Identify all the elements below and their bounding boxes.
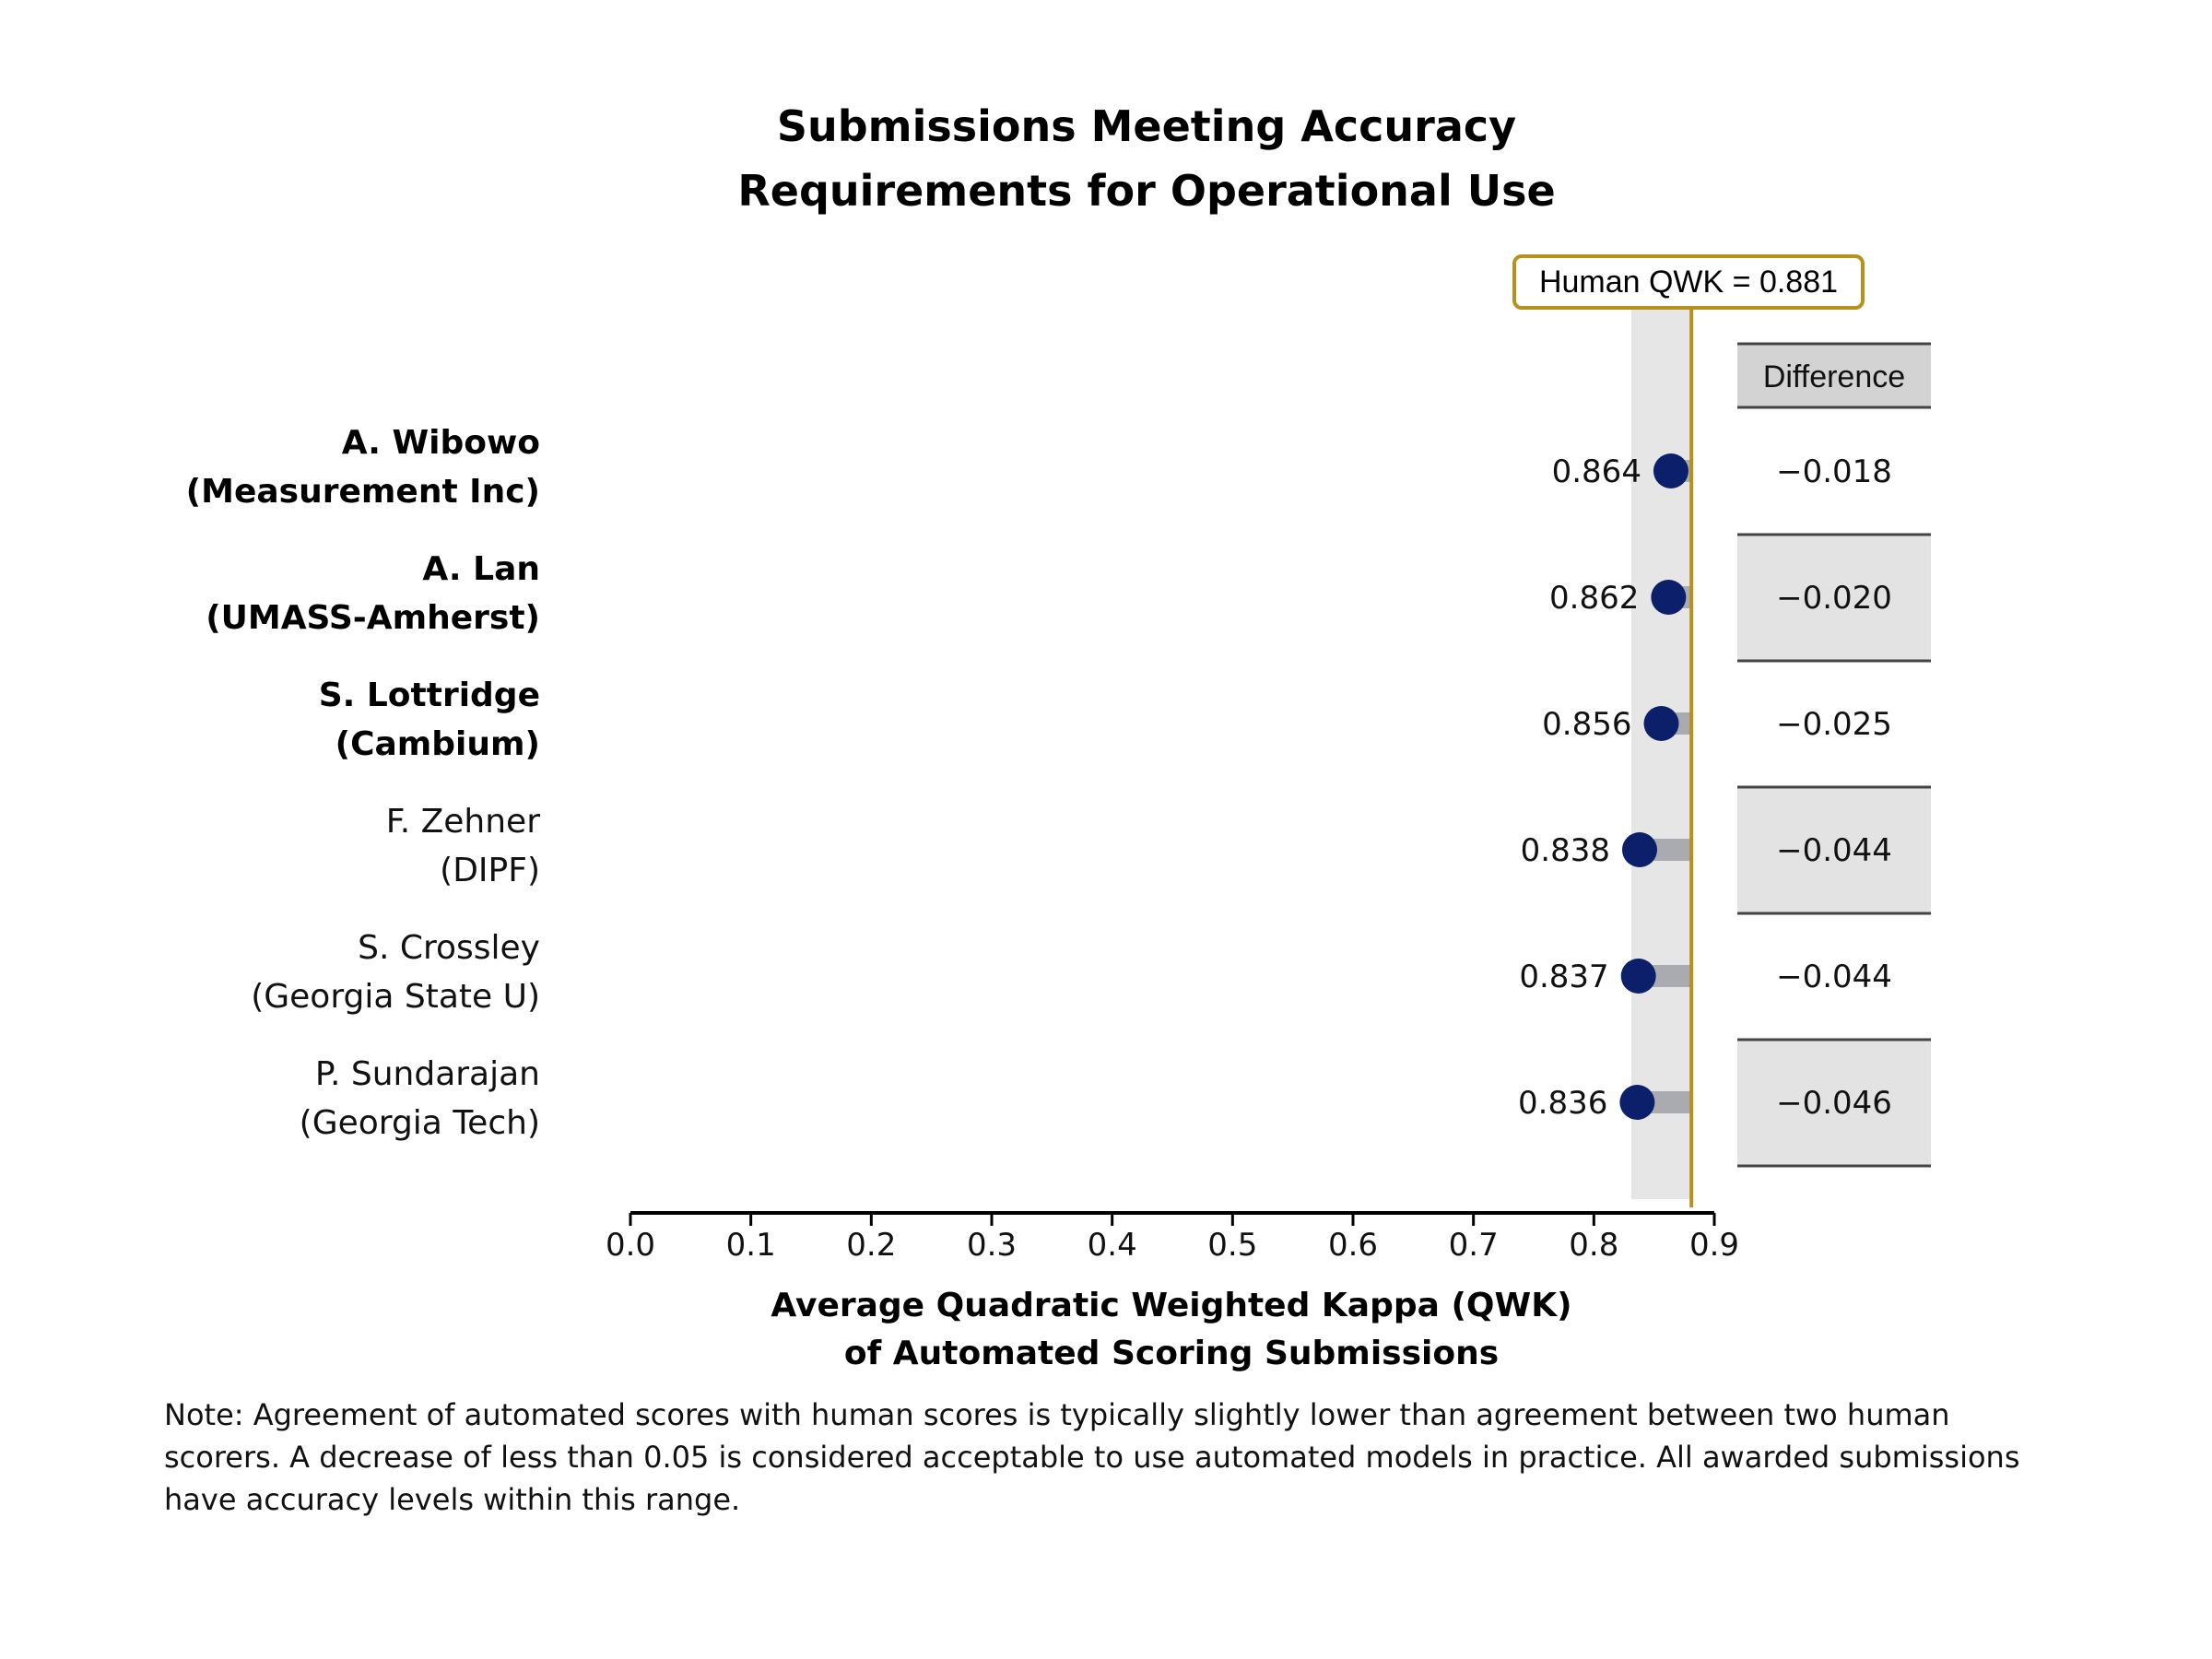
x-tick-label: 0.4 (1088, 1227, 1137, 1264)
x-tick-label: 0.5 (1207, 1227, 1257, 1264)
human-qwk-box: Human QWK = 0.881 (1512, 254, 1865, 310)
x-axis: 0.0 0.1 0.2 0.3 0.4 0.5 0.6 0.7 0.8 0.9 (606, 1211, 1739, 1264)
human-qwk-label: Human QWK = 0.881 (1539, 265, 1838, 300)
difference-cell-shade (1737, 1040, 1931, 1166)
row-label-org: (Georgia State U) (251, 978, 540, 1016)
difference-value: −0.020 (1776, 580, 1892, 617)
data-point (1619, 1085, 1655, 1120)
difference-header: Difference (1737, 342, 1931, 409)
row-label-org: (Georgia Tech) (300, 1104, 540, 1142)
x-axis-label-line-2: of Automated Scoring Submissions (844, 1335, 1499, 1372)
data-label: 0.856 (1542, 706, 1631, 743)
data-point (1643, 706, 1679, 741)
x-tick-label: 0.8 (1569, 1227, 1618, 1264)
difference-value: −0.046 (1776, 1085, 1892, 1122)
difference-value: −0.018 (1776, 453, 1892, 490)
human-qwk-box-frame (1512, 254, 1865, 310)
row-label-org: (Cambium) (335, 725, 540, 763)
x-tick-label: 0.9 (1689, 1227, 1739, 1264)
x-tick-label: 0.2 (846, 1227, 896, 1264)
difference-value: −0.025 (1776, 706, 1892, 743)
data-point (1620, 959, 1656, 994)
row-label-name: S. Crossley (358, 929, 540, 967)
row-label-name: A. Lan (422, 550, 540, 588)
difference-value: −0.044 (1776, 832, 1892, 869)
row-label-name: A. Wibowo (342, 424, 540, 462)
row-label-org: (DIPF) (440, 852, 540, 889)
data-label: 0.837 (1519, 959, 1608, 995)
human-range-band (1630, 309, 1692, 1199)
data-point (1621, 832, 1657, 867)
row-label-name: F. Zehner (386, 803, 540, 841)
x-tick-label: 0.6 (1328, 1227, 1378, 1264)
chart-title-line-1: Submissions Meeting Accuracy (777, 101, 1516, 151)
difference-header-bg (1737, 344, 1931, 407)
difference-value: −0.044 (1776, 959, 1892, 995)
chart-note: Note: Agreement of automated scores with… (164, 1397, 2020, 1517)
row-label-org: (UMASS-Amherst) (206, 599, 540, 637)
row-label-org: (Measurement Inc) (186, 473, 540, 511)
difference-header-label: Difference (1763, 359, 1905, 394)
x-tick-label: 0.1 (726, 1227, 776, 1264)
data-point (1653, 453, 1688, 488)
x-axis-label-line-1: Average Quadratic Weighted Kappa (QWK) (771, 1287, 1571, 1324)
row-label-name: P. Sundarajan (315, 1055, 540, 1093)
x-tick-label: 0.0 (606, 1227, 655, 1264)
data-label: 0.836 (1518, 1085, 1607, 1122)
x-tick-label: 0.3 (967, 1227, 1017, 1264)
row-label-name: S. Lottridge (319, 677, 540, 714)
data-point (1651, 580, 1687, 615)
difference-cell-shade (1737, 535, 1931, 661)
x-tick-label: 0.7 (1449, 1227, 1499, 1264)
data-label: 0.864 (1552, 453, 1641, 490)
difference-cell-shade (1737, 787, 1931, 913)
data-label: 0.838 (1521, 832, 1610, 869)
data-label: 0.862 (1549, 580, 1639, 617)
chart-title-line-2: Requirements for Operational Use (737, 166, 1555, 216)
